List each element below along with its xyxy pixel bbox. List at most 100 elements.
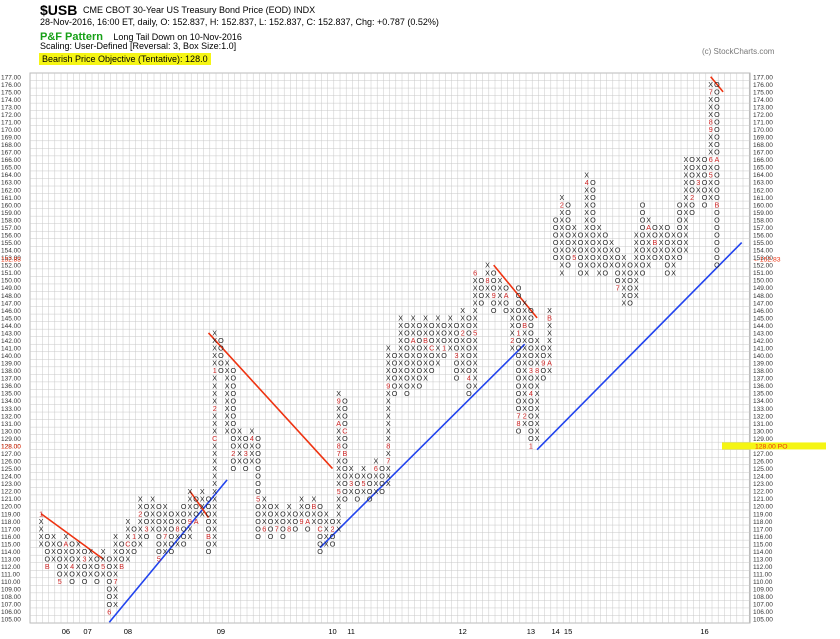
x-box: X [522, 389, 527, 398]
o-box: O [503, 283, 509, 292]
o-box: O [119, 555, 125, 564]
x-box: X [522, 396, 527, 405]
o-box: O [82, 570, 88, 579]
month-marker: 3 [349, 479, 353, 488]
x-box: X [76, 562, 81, 571]
x-box: X [646, 261, 651, 270]
x-box: X [349, 487, 354, 496]
x-tick-label: 14 [552, 627, 560, 636]
x-box: X [299, 502, 304, 511]
left-tick-label: 145.00 [1, 315, 21, 322]
o-box: O [689, 200, 695, 209]
x-box: X [336, 472, 341, 481]
x-box: X [522, 298, 527, 307]
quote-line: 28-Nov-2016, 16:00 ET, daily, O: 152.837… [40, 17, 439, 27]
x-box: X [398, 359, 403, 368]
o-box: O [379, 487, 385, 496]
x-box: X [163, 509, 168, 518]
month-marker: B [522, 321, 527, 330]
objective-highlight [722, 442, 826, 450]
o-box: O [107, 562, 113, 571]
x-box: X [212, 532, 217, 541]
right-tick-label: 177.00 [753, 74, 773, 81]
x-box: X [188, 502, 193, 511]
x-box: X [398, 351, 403, 360]
left-tick-label: 146.00 [1, 308, 21, 315]
x-box: X [138, 532, 143, 541]
x-box: X [560, 246, 565, 255]
month-marker: 9 [541, 359, 545, 368]
x-box: X [212, 411, 217, 420]
x-box: X [312, 517, 317, 526]
o-box: O [231, 434, 237, 443]
last-price-left-label: 152.83 [1, 256, 21, 263]
x-box: X [336, 404, 341, 413]
o-box: O [640, 216, 646, 225]
x-box: X [150, 524, 155, 533]
right-tick-label: 114.00 [753, 549, 773, 556]
x-box: X [64, 547, 69, 556]
right-tick-label: 166.00 [753, 157, 773, 164]
o-box: O [206, 509, 212, 518]
x-box: X [200, 502, 205, 511]
month-marker: 7 [616, 283, 620, 292]
x-box: X [597, 253, 602, 262]
x-box: X [597, 231, 602, 240]
x-box: X [336, 494, 341, 503]
o-box: O [665, 246, 671, 255]
x-box: X [560, 193, 565, 202]
right-tick-label: 120.00 [753, 504, 773, 511]
o-box: O [466, 344, 472, 353]
o-box: O [503, 306, 509, 315]
month-marker: 7 [337, 449, 341, 458]
left-tick-label: 132.00 [1, 413, 21, 420]
x-box: X [436, 359, 441, 368]
x-box: X [250, 457, 255, 466]
x-box: X [485, 291, 490, 300]
month-marker: 8 [486, 276, 490, 285]
x-box: X [423, 374, 428, 383]
o-box: O [516, 291, 522, 300]
x-box: X [398, 329, 403, 338]
x-box: X [522, 336, 527, 345]
o-box: O [615, 268, 621, 277]
o-box: O [144, 502, 150, 511]
o-box: O [144, 517, 150, 526]
right-tick-label: 167.00 [753, 150, 773, 157]
o-box: O [516, 426, 522, 435]
x-box: X [225, 381, 230, 390]
x-box: X [634, 283, 639, 292]
x-box: X [212, 479, 217, 488]
o-box: O [429, 336, 435, 345]
left-tick-label: 137.00 [1, 376, 21, 383]
o-box: O [714, 231, 720, 240]
x-box: X [696, 170, 701, 179]
left-tick-label: 150.00 [1, 278, 21, 285]
month-marker: 2 [510, 336, 514, 345]
x-box: X [163, 547, 168, 556]
x-box: X [684, 246, 689, 255]
left-tick-label: 124.00 [1, 474, 21, 481]
month-marker: 1 [132, 532, 136, 541]
o-box: O [702, 170, 708, 179]
o-box: O [280, 532, 286, 541]
x-box: X [411, 351, 416, 360]
o-box: O [144, 509, 150, 518]
x-box: X [436, 344, 441, 353]
o-box: O [615, 253, 621, 262]
o-box: O [379, 472, 385, 481]
o-box: O [590, 238, 596, 247]
o-box: O [503, 298, 509, 307]
o-box: O [590, 208, 596, 217]
o-box: O [82, 577, 88, 586]
o-box: O [702, 163, 708, 172]
month-marker: 3 [696, 178, 700, 187]
o-box: O [553, 253, 559, 262]
o-box: O [590, 216, 596, 225]
o-box: O [640, 246, 646, 255]
x-box: X [225, 396, 230, 405]
right-tick-label: 122.00 [753, 489, 773, 496]
x-box: X [225, 404, 230, 413]
o-box: O [404, 374, 410, 383]
month-marker: 7 [386, 457, 390, 466]
